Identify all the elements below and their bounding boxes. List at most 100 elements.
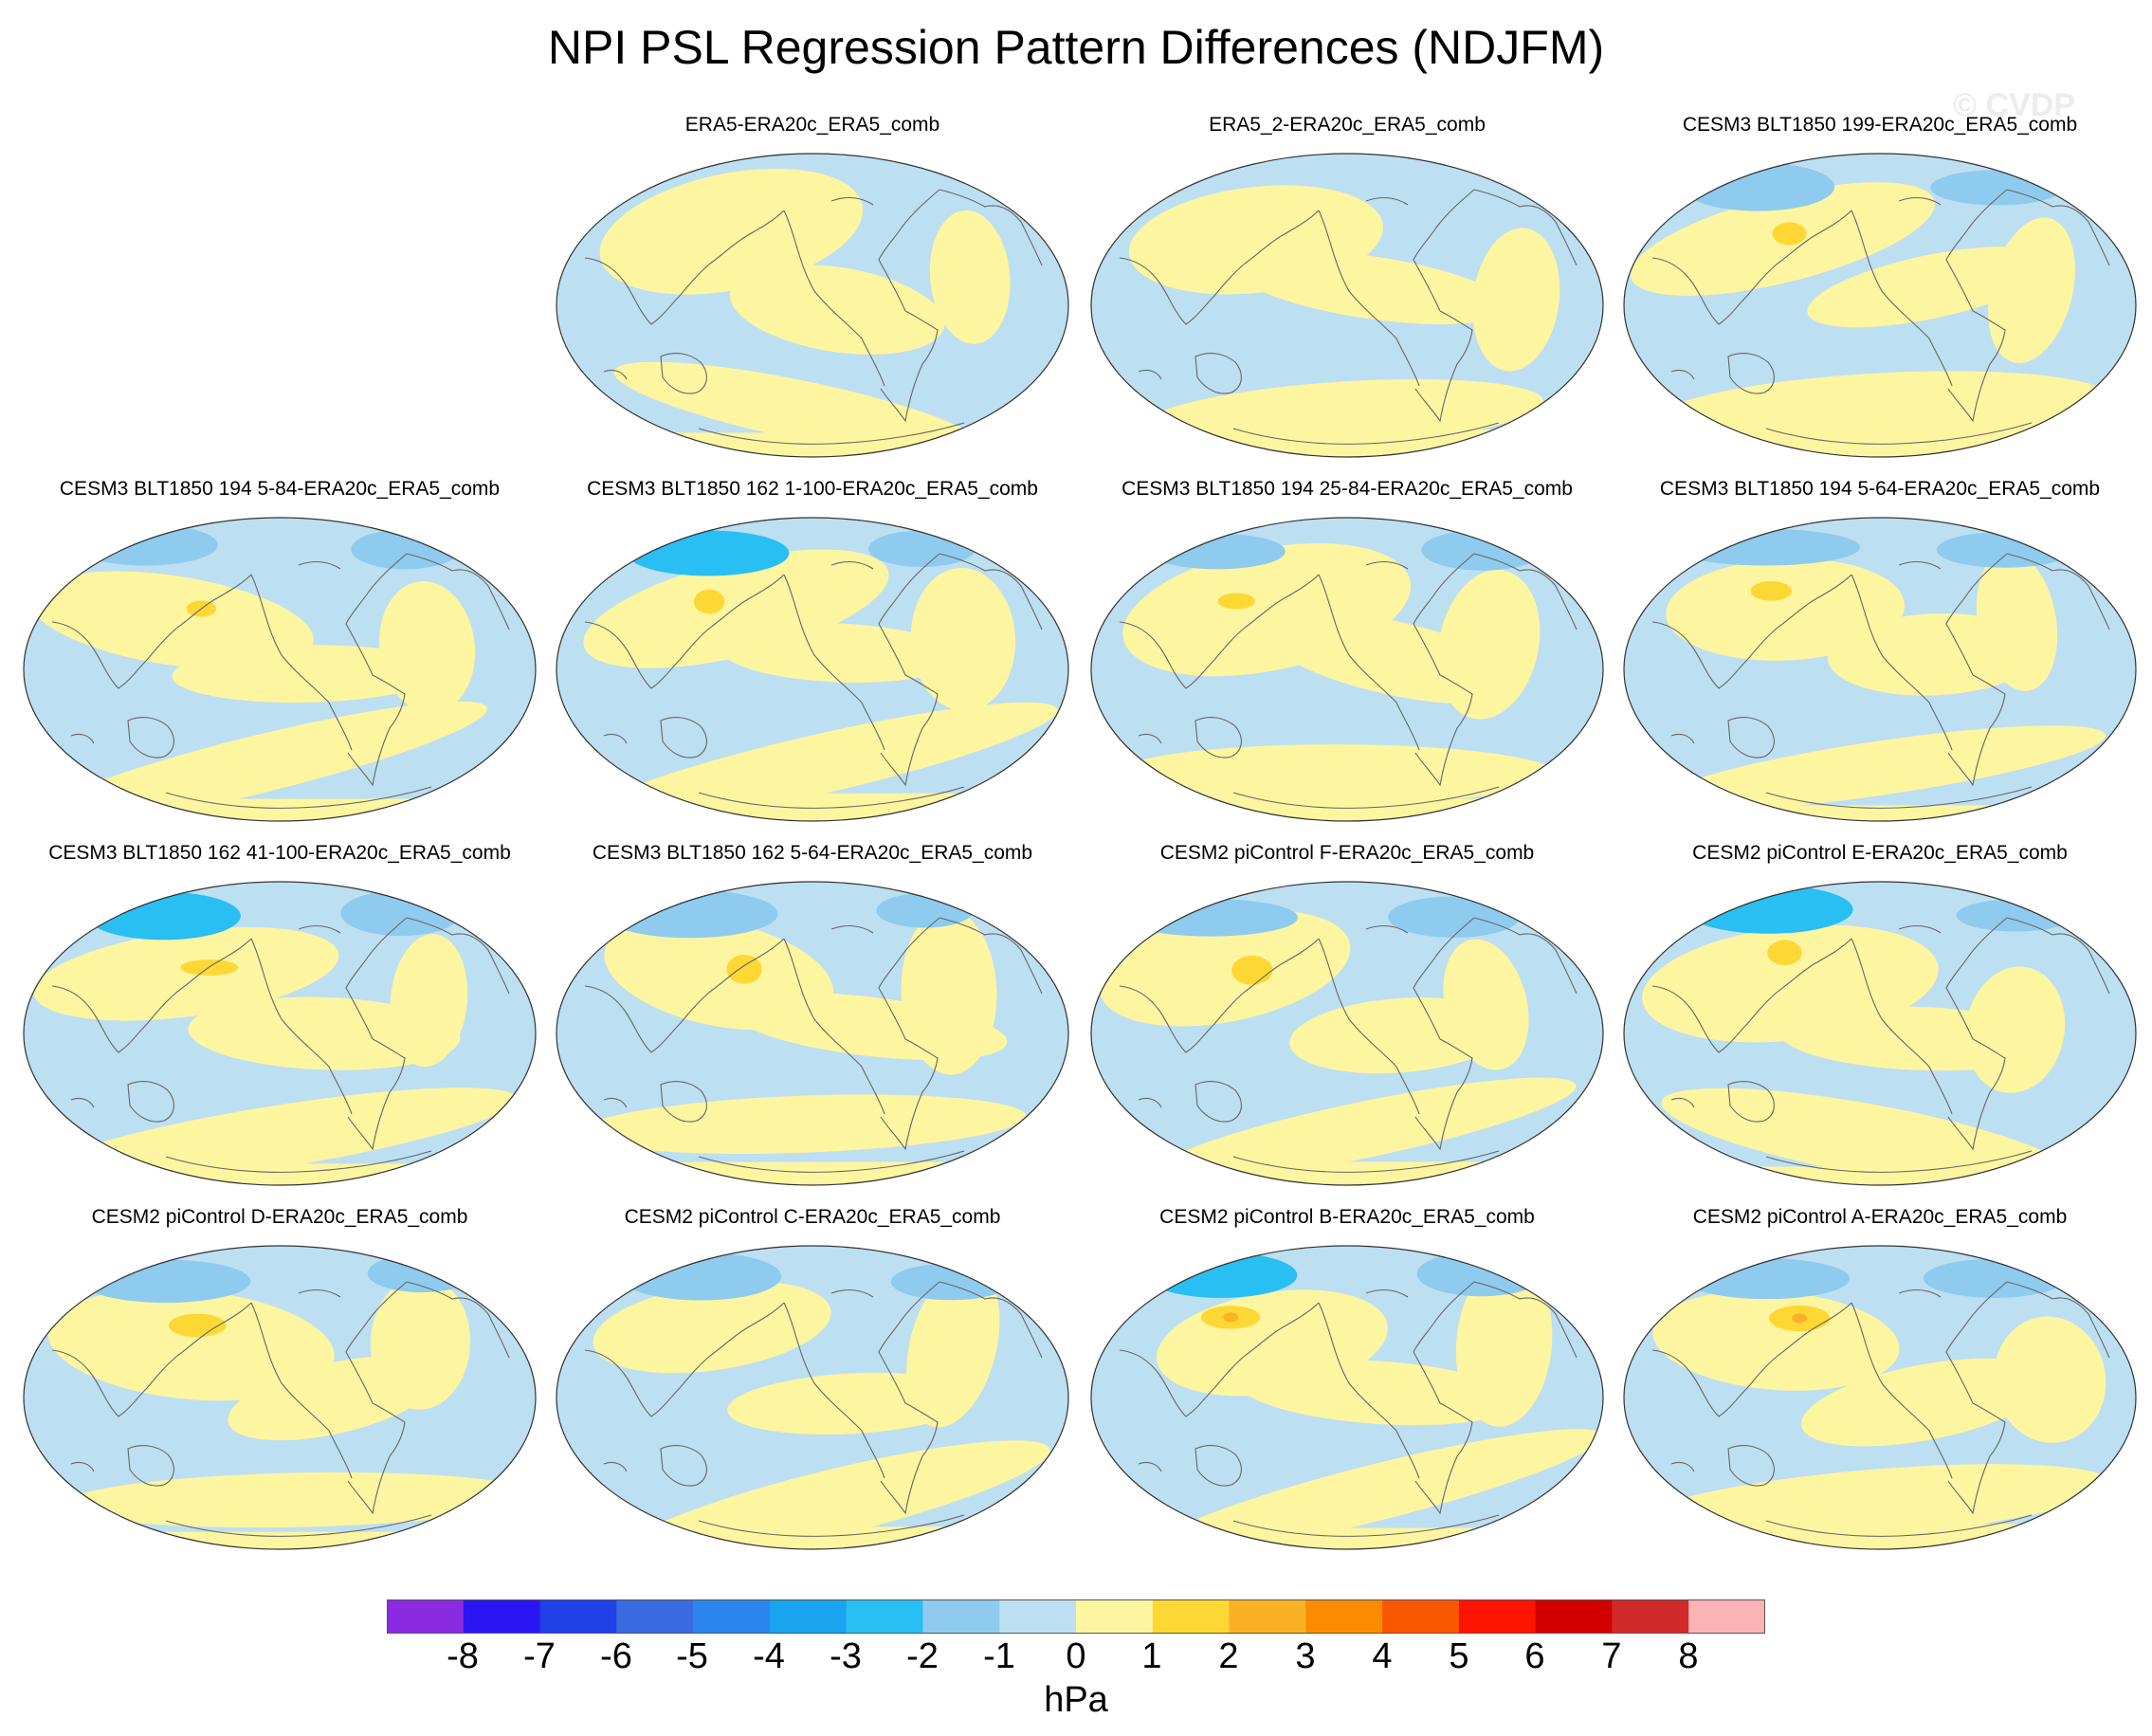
map-panel: CESM3 BLT1850 162 5-64-ERA20c_ERA5_comb — [547, 840, 1078, 1196]
coastline — [830, 924, 874, 934]
coastline — [1670, 1097, 1695, 1108]
positive-anomaly-region — [579, 1094, 1027, 1154]
coastline — [176, 574, 252, 629]
coastlines — [51, 917, 510, 1173]
colorbar — [387, 1599, 1765, 1634]
coastlines — [584, 189, 1043, 445]
coastline — [584, 621, 711, 689]
colorbar-tick-label: -4 — [753, 1636, 785, 1676]
coastline — [1232, 1514, 1500, 1537]
coastline — [603, 1461, 628, 1472]
coastline — [878, 553, 940, 676]
coastline — [1473, 553, 1578, 630]
map-panel: CESM3 BLT1850 194 5-84-ERA20c_ERA5_comb — [14, 476, 545, 831]
coastlines — [1119, 553, 1578, 809]
negative-anomaly-region — [1683, 1258, 1851, 1300]
colorbar-swatch — [1535, 1599, 1614, 1634]
negative-anomaly-region — [81, 1259, 251, 1303]
coastline — [165, 786, 432, 809]
coastline — [165, 1514, 432, 1537]
coastline — [1232, 786, 1500, 809]
positive-anomaly-core — [726, 955, 762, 984]
panel-title: ERA5-ERA20c_ERA5_comb — [684, 114, 940, 136]
positive-anomaly-region — [1624, 430, 2136, 457]
coastline — [406, 1281, 510, 1359]
coastline — [878, 917, 940, 1040]
positive-anomaly-region — [599, 168, 864, 295]
colorbar-swatch — [922, 1599, 1000, 1634]
map-content — [24, 882, 536, 1185]
coastline — [1138, 1461, 1162, 1472]
colorbar-tick-label: 7 — [1601, 1636, 1622, 1676]
positive-anomaly-region — [370, 1276, 471, 1410]
coastline — [1947, 310, 2006, 423]
map-content — [556, 518, 1068, 821]
coastline — [1244, 938, 1320, 993]
positive-anomaly-region — [172, 645, 441, 704]
colorbar-swatch — [999, 1599, 1077, 1634]
coastlines — [584, 553, 1043, 809]
positive-anomaly-region — [556, 432, 1068, 457]
negative-anomaly-region — [1122, 899, 1299, 937]
coastline — [1365, 196, 1409, 206]
positive-anomaly-core — [693, 589, 725, 614]
coastlines — [1651, 189, 2110, 445]
coastline — [1947, 674, 2006, 787]
colorbar-swatch — [463, 1599, 541, 1634]
coastline — [1318, 574, 1420, 751]
map-plot — [1623, 153, 2137, 458]
map-content — [1091, 882, 1603, 1185]
positive-anomaly-core — [1217, 593, 1255, 610]
coastline — [347, 1038, 406, 1151]
positive-anomaly-region — [1472, 228, 1560, 372]
coastline — [1777, 1302, 1852, 1357]
map-content — [1091, 518, 1603, 821]
panel-title: CESM3 BLT1850 194 25-84-ERA20c_ERA5_comb — [1122, 478, 1573, 500]
coastline — [1232, 1150, 1500, 1173]
map-border — [1623, 153, 2137, 458]
map-plot — [556, 517, 1069, 822]
map-panel: CESM2 piControl E-ERA20c_ERA5_comb — [1614, 840, 2145, 1196]
map-border — [1090, 881, 1604, 1186]
positive-anomaly-region — [929, 210, 1011, 344]
coastline — [939, 1281, 1043, 1359]
map-plot — [1090, 1245, 1604, 1550]
positive-anomaly-region — [1091, 429, 1603, 457]
positive-anomaly-region — [1455, 1259, 1553, 1427]
coastline — [2006, 189, 2110, 266]
colorbar-tick-label: -7 — [523, 1636, 556, 1676]
coastline — [1851, 210, 1953, 387]
coastline — [1365, 1288, 1409, 1298]
coastline — [1947, 1402, 2006, 1515]
map-panel: CESM3 BLT1850 194 25-84-ERA20c_ERA5_comb — [1082, 476, 1613, 831]
coastline — [1414, 674, 1473, 787]
map-plot — [1090, 517, 1604, 822]
coastline — [1318, 938, 1420, 1115]
coastline — [1851, 574, 1953, 751]
map-plot — [1090, 153, 1604, 458]
coastline — [603, 369, 628, 380]
coastline — [603, 1097, 628, 1108]
coastline — [347, 674, 406, 787]
map-border — [23, 1245, 537, 1550]
positive-anomaly-region — [593, 1281, 831, 1374]
coastline — [1119, 621, 1246, 689]
coastline — [1138, 369, 1162, 380]
negative-anomaly-region — [1388, 896, 1521, 938]
coastline — [345, 1281, 408, 1404]
coastline — [406, 917, 510, 995]
coastline — [709, 1302, 785, 1357]
coastline — [939, 189, 1043, 266]
coastline — [603, 733, 628, 744]
positive-anomaly-region — [1437, 569, 1541, 720]
coastline — [1651, 985, 1778, 1053]
map-plot — [23, 517, 537, 822]
coastline — [1473, 1281, 1578, 1359]
coastline — [830, 196, 874, 206]
coastline — [660, 1445, 707, 1487]
negative-anomaly-region — [1684, 885, 1853, 934]
coastline — [176, 938, 252, 993]
coastline — [1727, 717, 1775, 758]
positive-anomaly-region — [1633, 1464, 2112, 1543]
negative-anomaly-region — [1144, 1252, 1298, 1298]
